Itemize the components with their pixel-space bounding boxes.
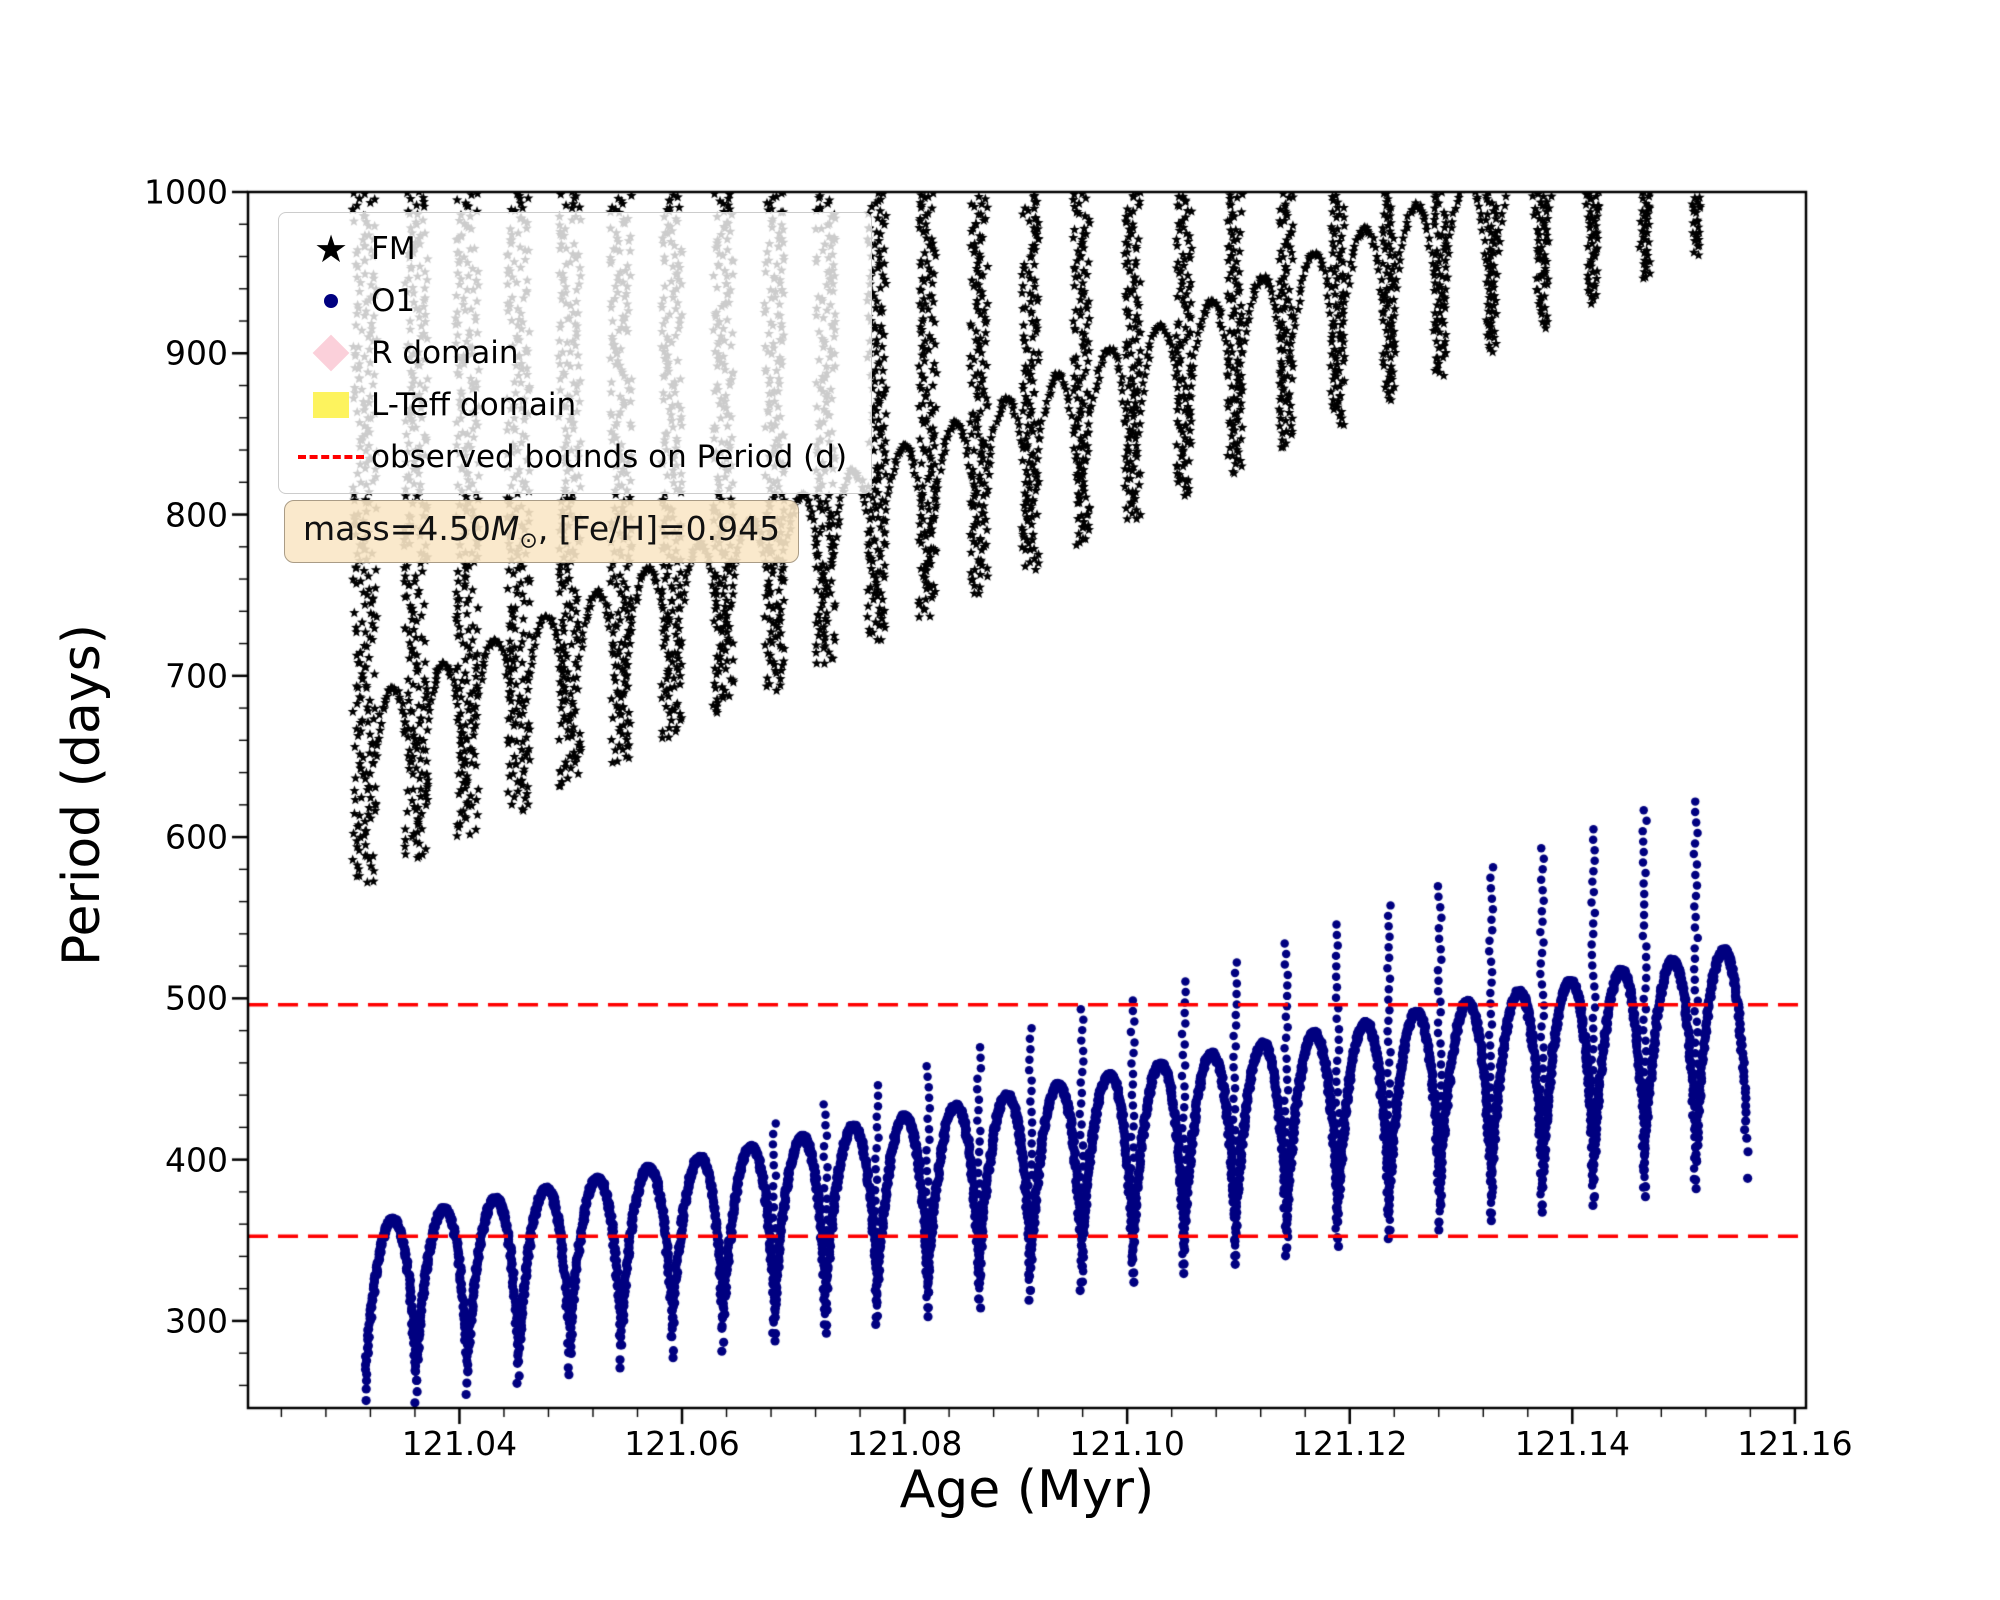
y-tick-label: 800 [165,495,228,535]
y-tick-label: 700 [165,656,228,696]
mass-symbol: M [490,509,520,548]
legend: ★ FM O1 R domain L-Teff domain observed bound… [278,212,873,494]
legend-label: L-Teff domain [371,387,577,423]
x-tick-label: 121.12 [1291,1424,1408,1463]
x-tick-label: 121.16 [1737,1424,1853,1463]
x-tick-label: 121.14 [1514,1424,1631,1463]
y-tick-label: 300 [165,1301,228,1341]
legend-item: L-Teff domain [291,381,847,429]
legend-label: O1 [371,283,416,319]
y-tick-label: 900 [165,333,228,373]
annotation-prefix: mass=4.50 [303,509,491,548]
legend-label: R domain [371,335,519,371]
annotation-box: mass=4.50M⊙, [Fe/H]=0.945 [284,500,800,563]
legend-item: ★ FM [291,225,847,273]
y-tick-label: 500 [165,978,228,1018]
x-tick-label: 121.06 [624,1424,740,1463]
square-icon [291,392,371,418]
sun-symbol-subscript: ⊙ [519,528,538,554]
star-icon: ★ [313,227,349,271]
legend-item: R domain [291,329,847,377]
x-tick-label: 121.08 [846,1424,963,1463]
legend-label: FM [371,231,416,267]
circle-icon [291,294,371,308]
y-tick-label: 600 [165,817,228,857]
diamond-icon [291,334,371,372]
x-tick-label: 121.04 [401,1424,518,1463]
legend-item: observed bounds on Period (d) [291,433,847,481]
dashed-line-icon [291,455,371,459]
annotation-suffix: , [Fe/H]=0.945 [537,509,781,548]
x-tick-label: 121.10 [1069,1424,1185,1463]
legend-item: O1 [291,277,847,325]
y-tick-label: 1000 [144,172,228,212]
x-axis-label: Age (Myr) [899,1460,1155,1520]
legend-label: observed bounds on Period (d) [371,439,848,475]
y-tick-label: 400 [165,1140,228,1180]
